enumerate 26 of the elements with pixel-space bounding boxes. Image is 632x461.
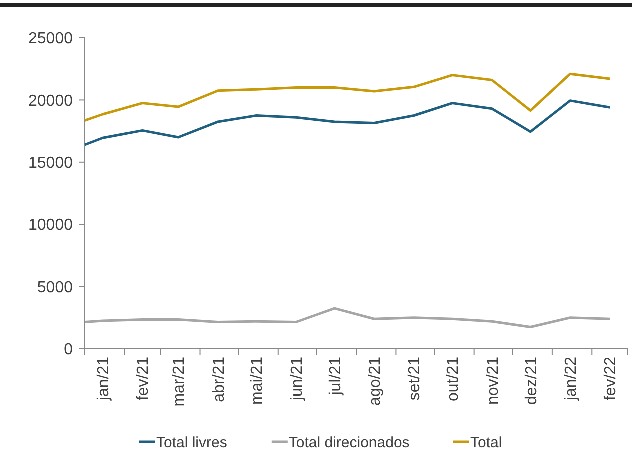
- x-tick-label: mar/21: [171, 356, 188, 407]
- x-tick-label: fev/21: [135, 356, 152, 401]
- x-tick-label: jul/21: [327, 356, 344, 396]
- legend-label: Total direcionados: [288, 434, 410, 452]
- x-tick-label: nov/21: [484, 356, 502, 406]
- legend-label: Total livres: [156, 434, 228, 452]
- x-tick-label: fev/22: [602, 356, 620, 401]
- line-series: [84, 72, 612, 122]
- line-series: [84, 307, 612, 328]
- x-tick-label: jun/21: [288, 356, 306, 402]
- x-tick-label: out/21: [445, 356, 462, 402]
- legend-label: Total: [470, 434, 502, 452]
- x-tick-label: abr/21: [210, 356, 228, 402]
- x-tick-label: set/21: [406, 356, 424, 401]
- y-tick-label: 5000: [37, 279, 74, 296]
- y-tick-label: 10000: [28, 217, 74, 234]
- line-series: [84, 100, 612, 146]
- x-tick-label: jan/22: [562, 356, 580, 402]
- x-tick-label: dez/21: [523, 356, 540, 406]
- y-tick-label: 15000: [28, 155, 74, 172]
- x-tick-label: jan/21: [96, 356, 113, 402]
- y-tick-label: 25000: [28, 30, 74, 48]
- y-tick-label: 0: [64, 342, 74, 359]
- x-tick-label: mai/21: [249, 356, 266, 406]
- x-tick-label: ago/21: [367, 356, 384, 406]
- y-tick-label: 20000: [28, 92, 74, 110]
